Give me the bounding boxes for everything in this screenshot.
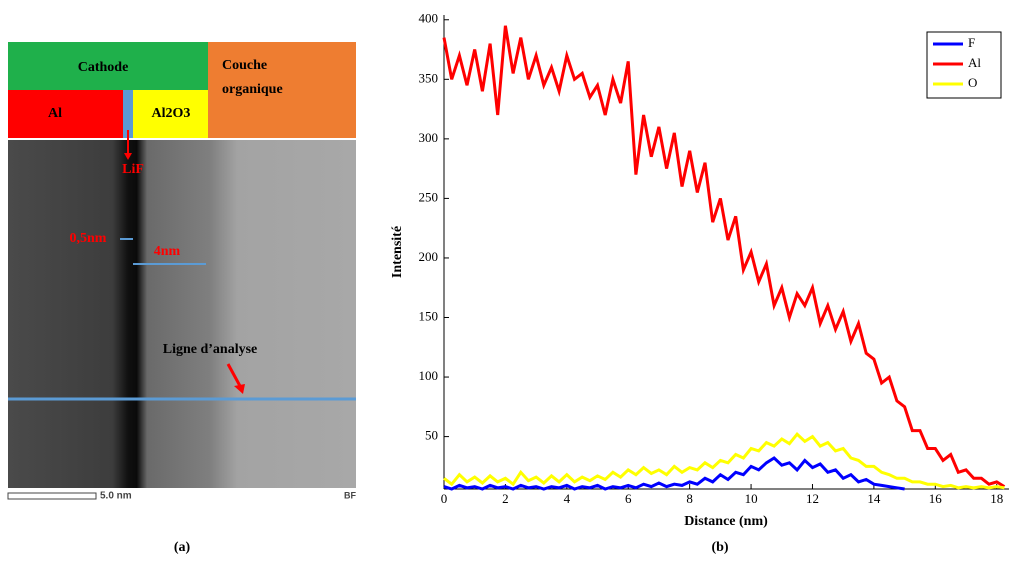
series-line — [443, 456, 905, 491]
x-tick-label: 16 — [929, 491, 943, 506]
y-tick-label: 400 — [419, 11, 439, 26]
arrow — [124, 153, 132, 160]
x-tick-label: 18 — [990, 491, 1003, 506]
arrow — [234, 384, 245, 394]
chart: (b) Distance (nm) Intensité 501001502002… — [390, 11, 1009, 555]
y-axis-label: Intensité — [390, 226, 405, 278]
x-tick-label: 2 — [502, 491, 509, 506]
label: Ligne d’analyse — [163, 342, 258, 357]
caption: (a) — [174, 540, 191, 555]
y-tick-label: 200 — [419, 249, 439, 264]
legend-label: F — [968, 35, 975, 50]
series-line — [442, 25, 1006, 488]
label: Couche organique — [222, 58, 283, 97]
label: 4nm — [154, 244, 181, 259]
tem-image — [8, 140, 356, 488]
label: BF — [344, 490, 356, 500]
legend: F Al O — [926, 31, 1002, 99]
arrow — [226, 363, 242, 387]
x-tick-label: 12 — [806, 491, 819, 506]
x-tick-label: 0 — [441, 491, 448, 506]
label: 5.0 nm — [100, 491, 132, 502]
x-tick-label: 6 — [625, 491, 632, 506]
x-tick-label: 10 — [745, 491, 758, 506]
x-tick-label: 4 — [564, 491, 571, 506]
label: Cathode — [78, 60, 129, 75]
cathode-box — [8, 42, 208, 90]
image-panel: Cathode Couche organique Al Al2O3 LiF 0,5… — [7, 42, 356, 555]
organic-box — [208, 42, 356, 138]
caption: (b) — [711, 540, 728, 555]
y-tick-label: 150 — [419, 308, 439, 323]
label: Al2O3 — [152, 106, 191, 121]
label: LiF — [122, 162, 144, 177]
x-axis-label: Distance (nm) — [684, 514, 768, 529]
al2o3-box — [133, 90, 208, 138]
y-tick-label: 100 — [419, 368, 439, 383]
lif-box — [123, 90, 133, 138]
label: 0,5nm — [70, 231, 107, 246]
legend-label: Al — [968, 55, 981, 70]
label: Al — [48, 106, 62, 121]
y-tick-label: 350 — [419, 70, 439, 85]
scale-bar — [7, 492, 97, 500]
series-line — [443, 432, 1005, 490]
x-tick-label: 14 — [867, 491, 881, 506]
y-tick-label: 300 — [419, 130, 439, 145]
x-tick-label: 8 — [686, 491, 693, 506]
y-tick-label: 250 — [419, 189, 439, 204]
legend-label: O — [968, 75, 977, 90]
al-box — [8, 90, 123, 138]
y-tick-label: 50 — [425, 428, 438, 443]
